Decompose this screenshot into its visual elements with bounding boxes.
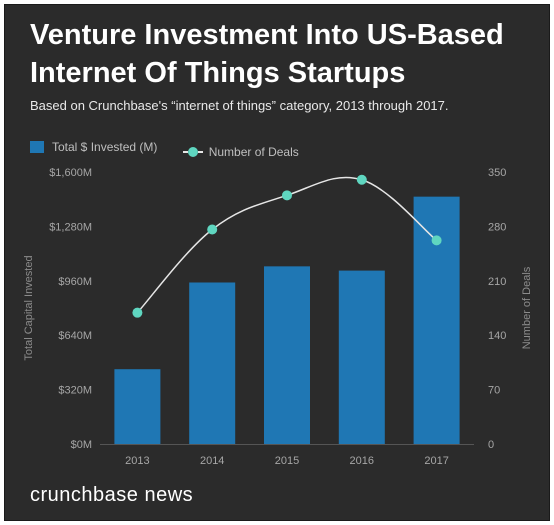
legend-line-right [197,151,203,153]
bar [264,266,310,444]
chart-title: Venture Investment Into US-Based Interne… [30,16,530,92]
deals-point [356,174,367,185]
legend-dot-icon [187,147,198,157]
bar [413,196,460,444]
deals-point [132,307,143,318]
y-tick-label: $960M [58,276,92,288]
y-tick-label: $1,280M [49,221,92,233]
x-tick-label: 2017 [424,455,448,467]
brand-logo: crunchbase news [30,484,194,506]
x-tick-label: 2013 [125,455,149,467]
chart-subtitle: Based on Crunchbase's “internet of thing… [30,98,449,113]
legend-line-left [182,151,188,153]
y2-tick-label: 140 [488,330,506,342]
y2-tick-label: 0 [488,439,494,451]
y-tick-label: $320M [58,385,92,397]
y-tick-label: $0M [71,439,92,451]
x-tick-label: 2014 [200,455,224,467]
deals-point [282,190,292,201]
deals-point [431,235,442,246]
y2-tick-label: 280 [488,221,506,233]
legend-label-deals: Number of Deals [208,145,299,159]
legend-item-deals: Number of Deals [182,145,299,159]
legend-line-swatch [182,147,203,157]
x-tick-label: 2016 [350,455,374,467]
legend-bar-swatch [30,141,44,153]
bar [189,282,236,444]
title-line-2: Internet Of Things Startups [30,57,406,89]
y2-tick-label: 350 [488,167,506,179]
y-axis-title: Total Capital Invested [23,255,35,360]
legend-label-invested: Total $ Invested (M) [52,140,158,154]
deals-point [207,224,218,235]
legend-item-invested: Total $ Invested (M) [30,140,157,154]
x-tick-label: 2015 [275,455,299,467]
bar [338,270,385,444]
y2-tick-label: 70 [488,385,500,397]
bar [114,369,161,444]
title-line-1: Venture Investment Into US-Based [30,19,504,51]
y2-tick-label: 210 [488,276,506,288]
y-tick-label: $640M [58,330,92,342]
y2-axis-title: Number of Deals [521,266,533,349]
legend: Total $ Invested (M) Number of Deals [30,140,321,159]
y-tick-label: $1,600M [49,167,92,179]
